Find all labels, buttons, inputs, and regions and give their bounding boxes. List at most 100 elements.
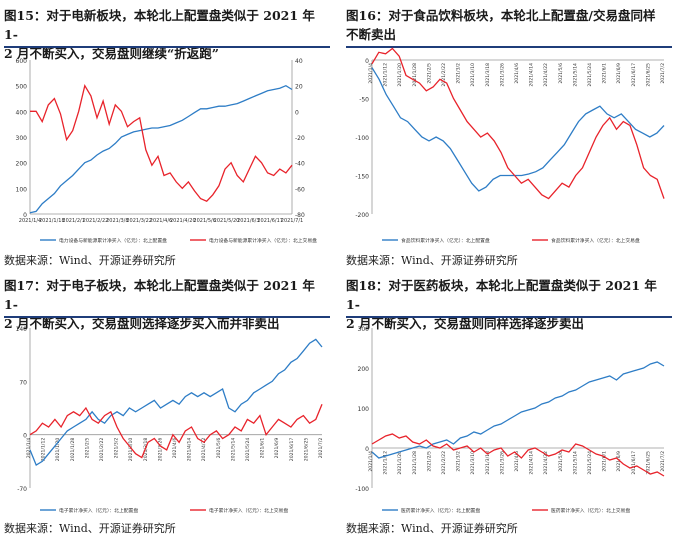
x-tick-label: 2021/6/25 [303,438,309,462]
x-tick-label: 2021/4/14 [529,63,535,87]
x-tick-label: 2021/1/18 [39,218,65,224]
x-tick-label: 2021/3/10 [128,438,134,462]
x-tick-label: 2021/1/20 [397,451,403,475]
x-tick-label: 2021/4/22 [201,438,207,462]
x-tick-label: 2021/1/4 [368,63,374,84]
chart-title: 图16：对于食品饮料板块，本轮北上配置盘/交易盘同样 不断卖出 [346,6,672,44]
y-tick-label: 400 [16,109,28,116]
legend-label: 食品饮料累计净买入（亿元）：北上交易盘 [551,237,640,244]
x-tick-label: 2021/5/24 [245,438,251,462]
series-line-1 [371,361,665,459]
x-tick-label: 2021/4/22 [543,63,549,87]
series-line-1 [29,84,293,214]
x-tick-label: 2021/3/26 [499,451,505,475]
legend-label: 医药累计净买入（亿元）：北上配置盘 [401,507,480,514]
x-tick-label: 2021/6/1 [602,63,608,84]
x-tick-label: 2021/6/17 [631,451,637,475]
x-tick-label: 2021/5/24 [587,63,593,87]
title-rule [346,46,672,48]
legend-label: 电力设备与新能源累计净买入（亿元）：北上交易盘 [209,237,317,244]
x-tick-label: 2021/6/9 [274,438,280,459]
x-tick-label: 2021/2/22 [99,438,105,462]
panel-3: 图17：对于电子板块，本轮北上配置盘类似于 2021 年 1- 2 月不断买入，… [4,276,330,538]
x-tick-label: 2021/3/26 [499,63,505,87]
x-tick-label: 2021/4/14 [187,438,193,462]
y-tick-label: 0 [365,58,369,65]
x-tick-label: 2021/3/18 [485,451,491,475]
x-tick-label: 2021/5/6 [558,63,564,84]
x-tick-label: 2021/5/14 [230,438,236,462]
x-tick-label: 2021/7/2 [660,451,666,472]
y-tick-label: 600 [16,58,28,65]
source-note: 数据来源：Wind、开源证券研究所 [4,254,176,267]
x-tick-label: 2021/2/22 [441,451,447,475]
y-tick-label: 70 [19,379,27,386]
y-tick-label: 140 [16,326,28,333]
x-tick-label: 2021/6/1 [602,451,608,472]
x-tick-label: 2021/4/6 [172,438,178,459]
title-line-2: 2 月不断买入，交易盘则继续“折返跑” [4,46,219,61]
x-tick-label: 2021/3/22 [126,218,152,224]
x-tick-label: 2021/7/2 [660,63,666,84]
y-tick-label: 200 [16,161,28,168]
x-tick-label: 2021/7/2 [318,438,324,459]
title-line-2: 不断卖出 [346,27,397,42]
legend-label: 电力设备与新能源累计净买入（亿元）：北上配置盘 [59,237,167,244]
x-tick-label: 2021/2/5 [426,63,432,84]
legend-label: 医药累计净买入（亿元）：北上交易盘 [551,507,630,514]
x-tick-label: 2021/4/6 [514,63,520,84]
x-tick-label: 2021/6/3 [237,218,259,224]
x-tick-label: 2021/4/6 [514,451,520,472]
x-tick-label: 2021/6/25 [645,451,651,475]
x-tick-label: 2021/5/24 [587,451,593,475]
legend-label: 食品饮料累计净买入（亿元）：北上配置盘 [401,237,490,244]
y-tick-label-right: -80 [295,212,305,219]
series-line-2 [371,433,665,477]
x-tick-label: 2021/3/18 [485,63,491,87]
source-note: 数据来源：Wind、开源证券研究所 [346,254,518,267]
y-tick-label-right: -60 [295,186,305,193]
x-tick-label: 2021/5/6 [193,218,215,224]
x-tick-label: 2021/5/14 [572,451,578,475]
x-tick-label: 2021/5/6 [216,438,222,459]
x-tick-label: 2021/3/2 [456,451,462,472]
y-tick-label: -150 [355,174,369,181]
source-note: 数据来源：Wind、开源证券研究所 [4,522,176,535]
x-tick-label: 2021/1/28 [70,438,76,462]
series-line-2 [29,403,323,459]
title-line-1: 图17：对于电子板块，本轮北上配置盘类似于 2021 年 1- [4,278,315,312]
y-tick-label-right: -20 [295,135,305,142]
series-line-1 [29,338,323,467]
x-tick-label: 2021/4/14 [529,451,535,475]
y-tick-label-right: 40 [295,58,303,65]
x-tick-label: 2021/4/22 [543,451,549,475]
x-tick-label: 2021/4/20 [170,218,196,224]
title-line-2: 2 月不断买入，交易盘则同样选择逐步卖出 [346,316,585,331]
title-rule [4,316,330,318]
y-tick-label: -70 [17,486,27,493]
x-tick-label: 2021/1/20 [397,63,403,87]
x-tick-label: 2021/2/5 [426,451,432,472]
x-tick-label: 2021/3/8 [106,218,128,224]
y-tick-label: -200 [355,212,369,219]
x-tick-label: 2021/1/12 [383,63,389,87]
y-tick-label-right: 0 [295,109,299,116]
x-tick-label: 2021/6/17 [289,438,295,462]
x-tick-label: 2021/2/22 [441,63,447,87]
x-tick-label: 2021/7/1 [281,218,303,224]
y-tick-label: 100 [16,186,28,193]
x-tick-label: 2021/5/6 [558,451,564,472]
chart-1: 0 100 200 300 400 500 600 -80 -60 -40 -20 0 20 40 2021… [16,58,318,244]
chart-2: 0 -50 -100 -150 -200 2021/1/4 2021/1/12 2021/1/… [355,47,666,244]
y-tick-label-right: 20 [295,84,303,91]
x-tick-label: 2021/1/4 [26,438,32,459]
x-tick-label: 2021/2/22 [83,218,109,224]
y-tick-label: 300 [358,326,370,333]
x-tick-label: 2021/3/2 [114,438,120,459]
x-tick-label: 2021/6/17 [631,63,637,87]
x-tick-label: 2021/6/9 [616,451,622,472]
y-tick-label-right: -40 [295,161,305,168]
legend-label: 电子累计净买入（亿元）：北上配置盘 [59,507,138,514]
chart-title: 图15：对于电新板块，本轮北上配置盘类似于 2021 年 1- 2 月不断买入，… [4,6,330,63]
x-tick-label: 2021/3/10 [470,63,476,87]
